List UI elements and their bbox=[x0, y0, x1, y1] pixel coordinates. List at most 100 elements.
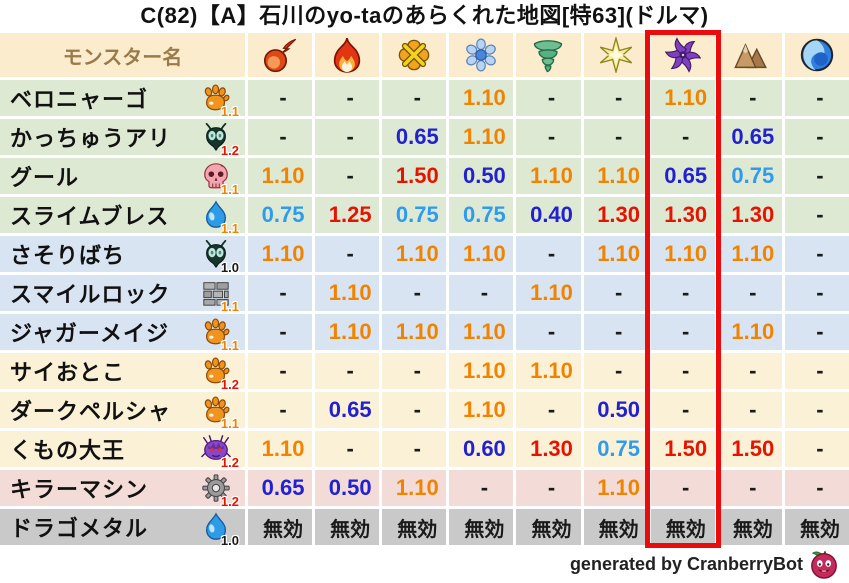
multiplier-cell: - bbox=[248, 314, 313, 350]
paw-icon: 1.1 bbox=[201, 83, 239, 119]
element-column-header-ice bbox=[449, 33, 514, 77]
multiplier-cell: - bbox=[784, 431, 849, 467]
multiplier-cell: - bbox=[248, 392, 313, 428]
multiplier-cell: 1.30 bbox=[717, 197, 782, 233]
multiplier-cell: - bbox=[784, 392, 849, 428]
multiplier-cell: - bbox=[650, 353, 715, 389]
heart-rate-badge: 1.1 bbox=[220, 104, 239, 119]
monster-name: ドラゴメタル bbox=[10, 516, 149, 541]
multiplier-cell: 1.30 bbox=[583, 197, 648, 233]
multiplier-cell: 1.30 bbox=[516, 431, 581, 467]
multiplier-cell: - bbox=[382, 275, 447, 311]
element-column-header-wind bbox=[516, 33, 581, 77]
multiplier-cell: 1.10 bbox=[449, 119, 514, 155]
ant-icon: 1.0 bbox=[201, 239, 239, 275]
element-column-header-explosion bbox=[382, 33, 447, 77]
multiplier-cell: 0.65 bbox=[382, 119, 447, 155]
light-star-icon bbox=[598, 37, 634, 73]
multiplier-cell: 1.10 bbox=[315, 314, 380, 350]
heart-rate-badge: 1.1 bbox=[220, 182, 239, 197]
multiplier-cell: 1.10 bbox=[449, 80, 514, 116]
element-column-header-earth bbox=[717, 33, 782, 77]
element-column-header-water bbox=[784, 33, 849, 77]
multiplier-cell: - bbox=[315, 158, 380, 194]
monster-row-スライムブレス: スライムブレス 1.1 bbox=[0, 197, 245, 236]
multiplier-cell: 無効 bbox=[315, 509, 380, 545]
multiplier-cell: 無効 bbox=[583, 509, 648, 545]
multiplier-cell: - bbox=[784, 119, 849, 155]
multiplier-cell: 1.50 bbox=[717, 431, 782, 467]
cranberry-icon bbox=[809, 549, 839, 579]
multiplier-cell: - bbox=[516, 236, 581, 272]
multiplier-cell: - bbox=[784, 353, 849, 389]
multiplier-cell: - bbox=[583, 353, 648, 389]
multiplier-cell: - bbox=[516, 314, 581, 350]
multiplier-cell: - bbox=[315, 353, 380, 389]
multiplier-cell: - bbox=[583, 80, 648, 116]
monster-name: くもの大王 bbox=[10, 438, 126, 463]
monster-row-ダークペルシャ: ダークペルシャ 1.1 bbox=[0, 392, 245, 431]
monster-name: かっちゅうアリ bbox=[10, 126, 172, 151]
wave-icon bbox=[799, 37, 835, 73]
multiplier-cell: - bbox=[382, 80, 447, 116]
multiplier-cell: 1.10 bbox=[583, 236, 648, 272]
skull-icon: 1.1 bbox=[201, 161, 239, 197]
monster-name: ジャガーメイジ bbox=[10, 321, 170, 346]
monster-name: ベロニャーゴ bbox=[10, 87, 149, 112]
multiplier-cell: 0.50 bbox=[449, 158, 514, 194]
multiplier-cell: 無効 bbox=[516, 509, 581, 545]
multiplier-cell: 0.60 bbox=[449, 431, 514, 467]
monster-row-スマイルロック: スマイルロック 1.1 bbox=[0, 275, 245, 314]
heart-rate-badge: 1.1 bbox=[220, 338, 239, 353]
multiplier-cell: 無効 bbox=[382, 509, 447, 545]
multiplier-cell: - bbox=[650, 392, 715, 428]
multiplier-cell: 1.10 bbox=[449, 236, 514, 272]
multiplier-cell: - bbox=[784, 275, 849, 311]
monster-table: モンスター名 ベロニャーゴ 1.1- - -1.10- -1.10- - かっちゅうアリ 1.… bbox=[0, 30, 849, 548]
multiplier-cell: 1.10 bbox=[650, 236, 715, 272]
multiplier-cell: - bbox=[784, 470, 849, 506]
paw-icon: 1.1 bbox=[201, 317, 239, 353]
multiplier-cell: 0.75 bbox=[382, 197, 447, 233]
heart-rate-badge: 1.1 bbox=[220, 299, 239, 314]
multiplier-cell: - bbox=[717, 353, 782, 389]
multiplier-cell: 1.10 bbox=[650, 80, 715, 116]
multiplier-cell: 無効 bbox=[449, 509, 514, 545]
multiplier-cell: 1.10 bbox=[382, 470, 447, 506]
multiplier-cell: 1.10 bbox=[248, 431, 313, 467]
heart-rate-badge: 1.1 bbox=[220, 416, 239, 431]
heart-rate-badge: 1.1 bbox=[220, 221, 239, 236]
multiplier-cell: - bbox=[248, 353, 313, 389]
multiplier-cell: - bbox=[583, 119, 648, 155]
multiplier-cell: 1.10 bbox=[516, 353, 581, 389]
multiplier-cell: 無効 bbox=[717, 509, 782, 545]
monster-name: スライムブレス bbox=[10, 204, 170, 229]
multiplier-cell: - bbox=[784, 158, 849, 194]
multiplier-cell: 0.65 bbox=[315, 392, 380, 428]
multiplier-cell: 0.75 bbox=[449, 197, 514, 233]
multiplier-cell: - bbox=[315, 80, 380, 116]
multiplier-cell: 無効 bbox=[784, 509, 849, 545]
multiplier-cell: 1.10 bbox=[248, 236, 313, 272]
multiplier-cell: 0.40 bbox=[516, 197, 581, 233]
monster-name-column-header: モンスター名 bbox=[0, 33, 245, 77]
multiplier-cell: - bbox=[650, 470, 715, 506]
multiplier-cell: 1.10 bbox=[382, 314, 447, 350]
heart-rate-badge: 1.0 bbox=[220, 533, 239, 548]
multiplier-cell: - bbox=[717, 80, 782, 116]
multiplier-cell: 無効 bbox=[650, 509, 715, 545]
monster-name: サイおとこ bbox=[10, 360, 126, 385]
multiplier-cell: 1.10 bbox=[516, 158, 581, 194]
multiplier-cell: - bbox=[784, 197, 849, 233]
multiplier-cell: 1.10 bbox=[717, 236, 782, 272]
dark-pinwheel-icon bbox=[664, 37, 701, 73]
credit-text: generated by CranberryBot bbox=[569, 553, 803, 574]
multiplier-cell: - bbox=[784, 314, 849, 350]
multiplier-cell: 1.10 bbox=[248, 158, 313, 194]
ant-icon: 1.2 bbox=[201, 122, 239, 158]
multiplier-cell: 1.25 bbox=[315, 197, 380, 233]
multiplier-cell: - bbox=[717, 392, 782, 428]
multiplier-cell: - bbox=[650, 275, 715, 311]
multiplier-cell: 1.30 bbox=[650, 197, 715, 233]
